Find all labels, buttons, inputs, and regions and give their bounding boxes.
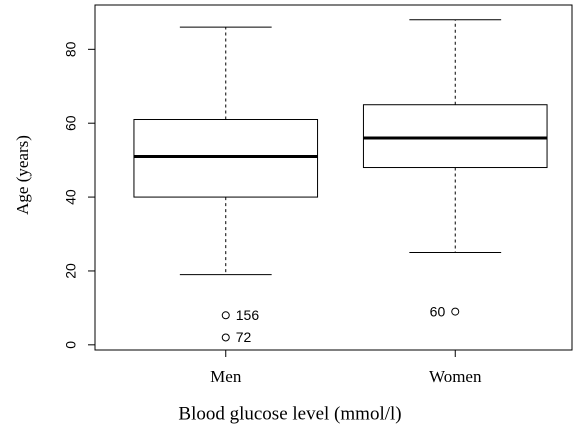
plot-frame	[94, 4, 573, 351]
box	[133, 119, 319, 198]
outlier	[451, 307, 460, 316]
y-tick-label: 60	[63, 115, 79, 131]
x-tick-label: Women	[429, 367, 482, 386]
x-axis-label: Blood glucose level (mmol/l)	[178, 403, 401, 424]
outlier-label: 72	[236, 329, 252, 345]
y-tick-label: 20	[63, 263, 79, 279]
y-tick-label: 0	[63, 341, 79, 349]
outlier	[221, 333, 230, 342]
y-axis-label: Age (years)	[13, 135, 32, 215]
outlier-label: 60	[430, 303, 446, 319]
box	[362, 104, 548, 169]
outlier-label: 156	[236, 307, 260, 323]
y-tick-label: 80	[63, 41, 79, 57]
x-tick-label: Men	[210, 367, 242, 386]
y-tick-label: 40	[63, 189, 79, 205]
outlier	[221, 311, 230, 320]
